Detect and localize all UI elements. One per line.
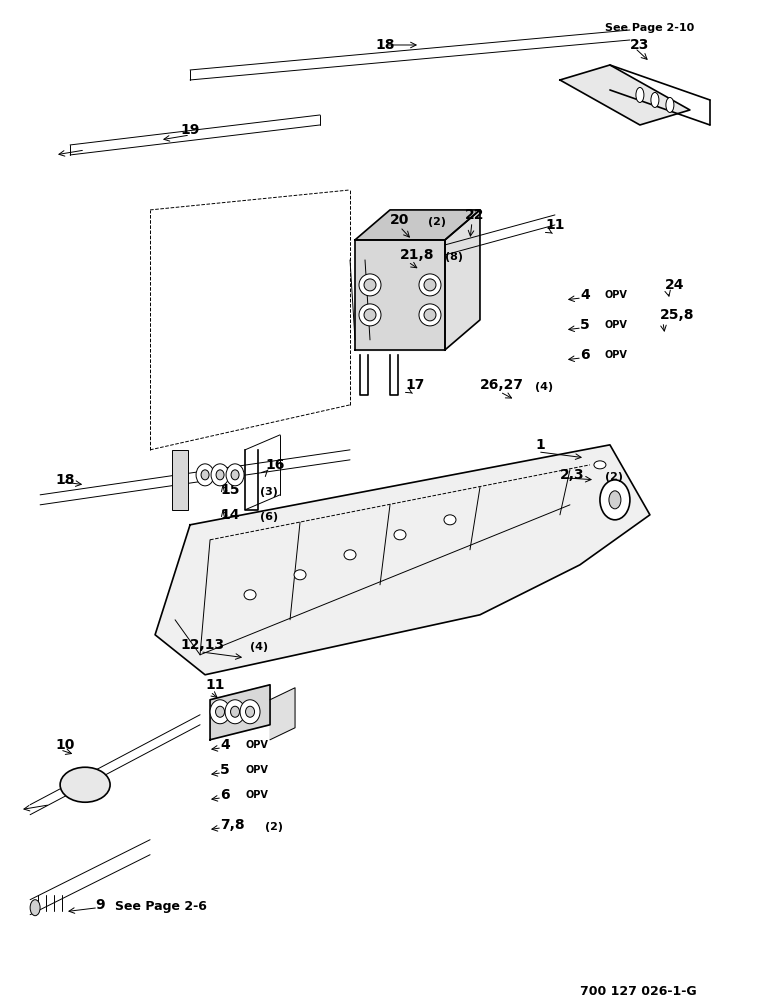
Ellipse shape xyxy=(215,706,225,717)
Text: 12,13: 12,13 xyxy=(180,638,224,652)
Text: 11: 11 xyxy=(205,678,225,692)
Text: 700 127 026-1-G: 700 127 026-1-G xyxy=(580,985,696,998)
Ellipse shape xyxy=(594,461,606,469)
Text: 11: 11 xyxy=(545,218,564,232)
Text: 21,8: 21,8 xyxy=(400,248,435,262)
Text: 5: 5 xyxy=(580,318,590,332)
Text: 1: 1 xyxy=(535,438,545,452)
Text: (2): (2) xyxy=(265,822,283,832)
Text: 6: 6 xyxy=(220,788,230,802)
Polygon shape xyxy=(560,65,690,125)
Ellipse shape xyxy=(419,304,441,326)
Ellipse shape xyxy=(201,470,209,480)
Text: (4): (4) xyxy=(535,382,553,392)
Text: 25,8: 25,8 xyxy=(660,308,694,322)
Ellipse shape xyxy=(245,706,255,717)
Text: 10: 10 xyxy=(55,738,74,752)
Ellipse shape xyxy=(60,767,110,802)
Ellipse shape xyxy=(609,491,621,509)
Ellipse shape xyxy=(424,279,436,291)
Text: OPV: OPV xyxy=(605,290,628,300)
Ellipse shape xyxy=(231,706,239,717)
Text: 4: 4 xyxy=(580,288,590,302)
Polygon shape xyxy=(210,685,270,740)
Ellipse shape xyxy=(30,900,40,916)
Polygon shape xyxy=(355,210,480,240)
Ellipse shape xyxy=(359,304,381,326)
Text: (6): (6) xyxy=(260,512,278,522)
Text: 26,27: 26,27 xyxy=(480,378,524,392)
Text: (8): (8) xyxy=(445,252,463,262)
Text: 17: 17 xyxy=(405,378,425,392)
Ellipse shape xyxy=(211,464,229,486)
Text: 4: 4 xyxy=(220,738,230,752)
Polygon shape xyxy=(355,240,445,350)
Text: (2): (2) xyxy=(428,217,446,227)
Text: OPV: OPV xyxy=(605,350,628,360)
Ellipse shape xyxy=(419,274,441,296)
Ellipse shape xyxy=(240,700,260,724)
Ellipse shape xyxy=(666,97,674,112)
Text: 18: 18 xyxy=(375,38,394,52)
Text: 22: 22 xyxy=(465,208,485,222)
Text: OPV: OPV xyxy=(605,320,628,330)
Ellipse shape xyxy=(424,309,436,321)
Text: See Page 2-6: See Page 2-6 xyxy=(115,900,207,913)
Text: 9: 9 xyxy=(95,898,105,912)
Ellipse shape xyxy=(394,530,406,540)
Ellipse shape xyxy=(344,550,356,560)
Ellipse shape xyxy=(444,515,456,525)
Ellipse shape xyxy=(231,470,239,480)
Ellipse shape xyxy=(226,464,244,486)
Text: 20: 20 xyxy=(390,213,409,227)
Text: (2): (2) xyxy=(605,472,623,482)
Ellipse shape xyxy=(364,309,376,321)
Ellipse shape xyxy=(359,274,381,296)
Text: (4): (4) xyxy=(250,642,268,652)
Ellipse shape xyxy=(225,700,245,724)
Text: See Page 2-10: See Page 2-10 xyxy=(605,23,694,33)
Ellipse shape xyxy=(196,464,214,486)
Text: 18: 18 xyxy=(55,473,75,487)
Text: 16: 16 xyxy=(265,458,284,472)
Polygon shape xyxy=(445,210,480,350)
Text: (3): (3) xyxy=(260,487,278,497)
Ellipse shape xyxy=(294,570,306,580)
Text: 5: 5 xyxy=(220,763,230,777)
Ellipse shape xyxy=(600,480,630,520)
Ellipse shape xyxy=(216,470,224,480)
Text: OPV: OPV xyxy=(245,740,268,750)
Text: 23: 23 xyxy=(630,38,649,52)
Text: OPV: OPV xyxy=(245,790,268,800)
Ellipse shape xyxy=(210,700,230,724)
Text: 15: 15 xyxy=(220,483,239,497)
Text: 19: 19 xyxy=(180,123,199,137)
Text: OPV: OPV xyxy=(245,765,268,775)
Text: 14: 14 xyxy=(220,508,239,522)
Bar xyxy=(172,450,188,510)
Text: 24: 24 xyxy=(665,278,685,292)
Ellipse shape xyxy=(636,87,644,102)
Ellipse shape xyxy=(244,590,256,600)
Ellipse shape xyxy=(651,92,659,107)
Text: 7,8: 7,8 xyxy=(220,818,245,832)
Polygon shape xyxy=(155,445,650,675)
Ellipse shape xyxy=(364,279,376,291)
Text: 2,3: 2,3 xyxy=(560,468,584,482)
Text: 6: 6 xyxy=(580,348,590,362)
Polygon shape xyxy=(270,688,295,740)
